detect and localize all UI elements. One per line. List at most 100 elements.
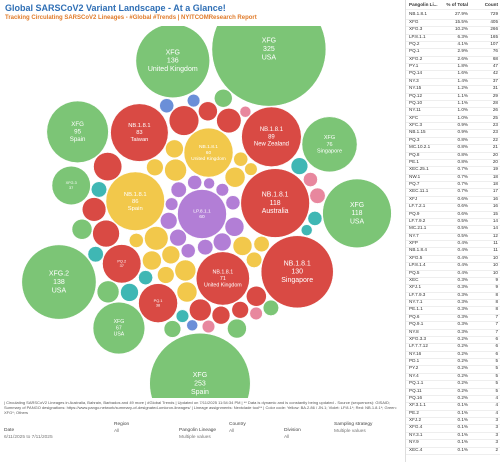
table-row: PQ.8 0.8% 20 <box>406 152 500 160</box>
bubble <box>290 157 309 175</box>
table-row: PE.1 0.8% 20 <box>406 158 500 168</box>
table-row: XFG.3.3 0.2% 6 <box>406 336 500 345</box>
table-cell: 0.1% <box>457 424 468 430</box>
bubble-label: 67 <box>116 325 122 331</box>
table-cell: 21 <box>492 144 498 150</box>
filter-label: Date <box>4 428 15 433</box>
bubble <box>241 106 302 167</box>
table-cell: NB.1.15 <box>409 129 426 135</box>
bubble <box>157 266 175 284</box>
table-row: XFG.3 10.2% 266 <box>406 26 500 35</box>
table-cell: PQ.1 <box>409 48 420 54</box>
bubble <box>129 233 144 248</box>
filters: Date 6/11/2025 to 7/11/2025 Region All Pango… <box>4 422 402 460</box>
bubble <box>260 235 334 309</box>
table-cell: PQ.16 <box>409 394 423 400</box>
bubble-label: Singapore <box>317 148 342 154</box>
table-cell: 20 <box>492 151 498 157</box>
table-cell: 0.1% <box>457 439 468 445</box>
table-cell: 0.3% <box>457 313 468 319</box>
bubble <box>180 243 196 259</box>
table-cell: 5 <box>495 365 498 371</box>
table-cell: PQ.11 <box>409 387 422 393</box>
table-row: MC.10.2.1 0.8% 21 <box>406 144 500 153</box>
bubble <box>174 259 197 282</box>
table-cell: XFG.5 <box>409 254 423 260</box>
table-row: XFJ.1 0.3% 9 <box>406 284 500 293</box>
table-header: Pangolin Li... % of Total Count <box>406 2 500 11</box>
filter-label: Division <box>284 428 301 433</box>
bubble-label: Singapore <box>281 277 313 284</box>
table-cell: NB.1.8.1 <box>409 11 427 17</box>
bubble <box>87 246 104 263</box>
bubble <box>201 319 216 334</box>
table-row: XEC.11.1 0.7% 17 <box>406 188 500 197</box>
table-cell: 10 <box>492 269 498 275</box>
table-cell: 0.5% <box>457 232 468 238</box>
filter: Region All <box>114 422 129 434</box>
bubble-label: XFG <box>166 49 180 56</box>
table-row: PY.2 0.2% 5 <box>406 365 500 374</box>
bubble-label: 118 <box>270 200 281 207</box>
bubble <box>51 166 91 205</box>
filter: Date 6/11/2025 to 7/11/2025 <box>4 428 53 440</box>
filter: Country All <box>229 422 246 434</box>
bubble <box>244 162 258 176</box>
table-cell: 16 <box>492 195 498 201</box>
table-cell: 1.0% <box>457 107 468 113</box>
bubble-label: PQ.2 <box>117 259 126 263</box>
bubble <box>211 306 231 325</box>
table-cell: NY.9 <box>409 439 419 445</box>
bubble-label: NB.1.8.1 <box>213 269 234 275</box>
table-cell: 42 <box>492 70 498 76</box>
bubble-label: USA <box>350 218 365 225</box>
table-cell: 16 <box>492 203 498 209</box>
bubble <box>164 158 187 182</box>
filter: Sampling strategy Multiple values <box>334 422 372 434</box>
table-cell: 0.3% <box>457 306 468 312</box>
bubble <box>195 251 250 306</box>
table-cell: 1.2% <box>457 85 468 91</box>
bubble <box>240 168 310 238</box>
table-cell: 405 <box>490 18 498 24</box>
table-cell: 0.9% <box>457 129 468 135</box>
bubble <box>163 320 182 338</box>
bubble-label: 138 <box>53 279 65 286</box>
table-cell: XFG <box>409 18 419 24</box>
table-cell: 14 <box>492 225 498 231</box>
table-cell: 5 <box>495 380 498 386</box>
table-cell: 2 <box>495 446 498 452</box>
table-cell: 8 <box>495 306 498 312</box>
table-cell: 1.1% <box>457 92 468 98</box>
table-cell: 0.4% <box>457 269 468 275</box>
table-cell: LF.7.9.3 <box>409 291 426 297</box>
table-cell: PQ.12 <box>409 92 423 98</box>
bubble <box>224 167 246 188</box>
filter: Division All <box>284 428 301 440</box>
table-row: PE.2 0.1% 4 <box>406 409 500 419</box>
table-cell: 0.9% <box>457 122 468 128</box>
table-row: NY.11 1.0% 26 <box>406 107 500 116</box>
bubble-label: Spain <box>70 136 86 143</box>
table-cell: PQ.9 <box>409 210 420 216</box>
table-cell: 1.4% <box>457 77 468 83</box>
table-row: PQ.14 1.6% 42 <box>406 70 500 79</box>
table-row: NY.16 0.2% 6 <box>406 351 500 360</box>
table-row: PQ.2 4.1% 107 <box>406 40 500 50</box>
table-cell: PE.2 <box>409 409 419 415</box>
bubble <box>307 211 323 226</box>
table-cell: XFJ.1 <box>409 284 421 290</box>
table-cell: 1.8% <box>457 63 468 69</box>
table-cell: NW.1 <box>409 173 421 179</box>
table-cell: 68 <box>492 55 498 61</box>
table-cell: LF.7.7.12 <box>409 343 428 349</box>
bubble <box>187 94 201 108</box>
table-cell: 0.2% <box>457 358 468 364</box>
table-row: XFC.3 0.9% 23 <box>406 122 500 131</box>
table-cell: 0.3% <box>457 299 468 305</box>
table-cell: 20 <box>492 158 498 164</box>
table-cell: PQ.2 <box>409 40 420 46</box>
table-row: NY.9 0.1% 3 <box>406 439 500 448</box>
bubble-label: 86 <box>132 199 139 205</box>
table-cell: XF.3.1.1 <box>409 402 426 408</box>
